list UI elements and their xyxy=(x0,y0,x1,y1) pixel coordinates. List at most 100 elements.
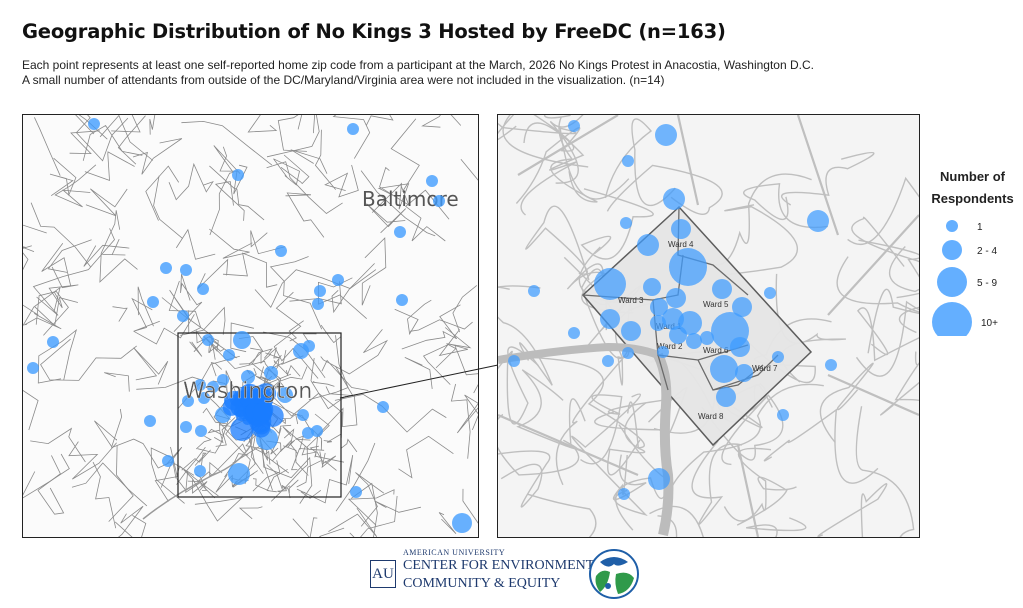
respondent-point xyxy=(650,315,666,331)
respondent-point xyxy=(180,421,192,433)
respondent-point xyxy=(710,355,738,383)
legend-label-2: 2 - 4 xyxy=(977,246,997,257)
logo-line-2: COMMUNITY & EQUITY xyxy=(403,576,561,591)
respondent-point xyxy=(312,298,324,310)
respondent-point xyxy=(162,455,174,467)
zip-boundaries xyxy=(23,115,478,537)
respondent-point xyxy=(194,465,206,477)
respondent-point xyxy=(700,331,714,345)
respondent-point xyxy=(602,355,614,367)
respondent-point xyxy=(332,274,344,286)
logo-small-text: AMERICAN UNIVERSITY xyxy=(403,548,506,557)
respondent-point xyxy=(147,296,159,308)
regional-map-svg: Baltimore Washington xyxy=(23,115,478,537)
legend-circle-1 xyxy=(946,220,958,232)
respondent-point xyxy=(568,120,580,132)
respondent-point xyxy=(275,245,287,257)
ward-label: Ward 4 xyxy=(668,240,694,249)
respondent-point xyxy=(686,333,702,349)
respondent-point xyxy=(568,327,580,339)
respondent-point xyxy=(648,468,670,490)
respondent-point xyxy=(198,392,210,404)
legend-title-line-1: Number of xyxy=(940,169,1005,184)
respondent-point xyxy=(732,297,752,317)
respondent-point xyxy=(311,425,323,437)
respondent-point xyxy=(47,336,59,348)
city-label-washington: Washington xyxy=(183,379,312,404)
logo-line-1: CENTER FOR ENVIRONMENT xyxy=(403,558,595,573)
respondent-points-dc xyxy=(508,120,837,500)
respondent-point xyxy=(235,410,247,421)
legend-label-4: 10+ xyxy=(981,318,998,329)
respondent-point xyxy=(396,294,408,306)
ward-label: Ward 2 xyxy=(657,342,683,351)
respondent-point xyxy=(202,334,214,346)
respondent-point xyxy=(251,418,271,438)
legend-title-line-2: Respondents xyxy=(931,191,1014,206)
inset-frame xyxy=(177,332,342,498)
respondent-point xyxy=(528,285,540,297)
subtitle-line-2: A small number of attendants from outsid… xyxy=(22,73,665,87)
respondent-point xyxy=(232,169,244,181)
respondent-point xyxy=(621,321,641,341)
ward-label: Ward 3 xyxy=(618,296,644,305)
legend-circle-3 xyxy=(937,267,967,297)
respondent-point xyxy=(669,248,707,286)
legend-label-1: 1 xyxy=(977,222,983,233)
respondent-point xyxy=(377,401,389,413)
legend-swatches: 1 2 - 4 5 - 9 10+ xyxy=(932,220,998,336)
respondent-point xyxy=(180,264,192,276)
ward-label: Ward 8 xyxy=(698,412,724,421)
respondent-point xyxy=(27,362,39,374)
respondent-point xyxy=(735,364,753,382)
regional-map: Baltimore Washington xyxy=(22,114,479,538)
respondent-point xyxy=(238,383,262,408)
respondent-point xyxy=(252,402,272,422)
legend-label-3: 5 - 9 xyxy=(977,278,997,289)
respondent-point xyxy=(594,268,626,300)
respondent-point xyxy=(657,346,669,358)
respondent-point xyxy=(637,234,659,256)
respondent-point xyxy=(303,340,315,352)
legend-circle-2 xyxy=(942,240,962,260)
respondent-point xyxy=(655,124,677,146)
cece-logo: AU AMERICAN UNIVERSITY CENTER FOR ENVIRO… xyxy=(370,548,642,600)
respondent-point xyxy=(277,387,293,403)
au-monogram: AU xyxy=(370,560,396,588)
legend: Number of Respondents 1 2 - 4 5 - 9 10+ xyxy=(925,166,1020,336)
respondent-point xyxy=(772,351,784,363)
respondent-point xyxy=(302,427,314,439)
respondent-point xyxy=(825,359,837,371)
respondent-point xyxy=(712,279,732,299)
respondent-point xyxy=(622,155,634,167)
page-title: Geographic Distribution of No Kings 3 Ho… xyxy=(22,20,726,43)
respondent-point xyxy=(394,226,406,238)
respondent-point xyxy=(241,370,255,384)
respondent-point xyxy=(88,118,100,130)
respondent-point xyxy=(160,262,172,274)
respondent-point xyxy=(177,310,189,322)
respondent-point xyxy=(144,415,156,427)
respondent-point xyxy=(730,337,750,357)
subtitle: Each point represents at least one self-… xyxy=(22,58,814,88)
respondent-point xyxy=(223,349,235,361)
respondent-point xyxy=(195,425,207,437)
respondent-point xyxy=(643,278,661,296)
respondent-point xyxy=(807,210,829,232)
respondent-point xyxy=(194,379,206,391)
respondent-point xyxy=(600,309,620,329)
leaf-globe-icon xyxy=(589,549,639,599)
respondent-point xyxy=(228,463,250,485)
respondent-point xyxy=(297,409,309,421)
respondent-point xyxy=(777,409,789,421)
respondent-point xyxy=(314,285,326,297)
respondent-point xyxy=(650,298,668,316)
respondent-point xyxy=(622,347,634,359)
respondent-point xyxy=(666,288,686,308)
potomac-river-dc xyxy=(498,342,660,364)
respondent-point xyxy=(764,287,776,299)
respondent-point xyxy=(426,175,438,187)
